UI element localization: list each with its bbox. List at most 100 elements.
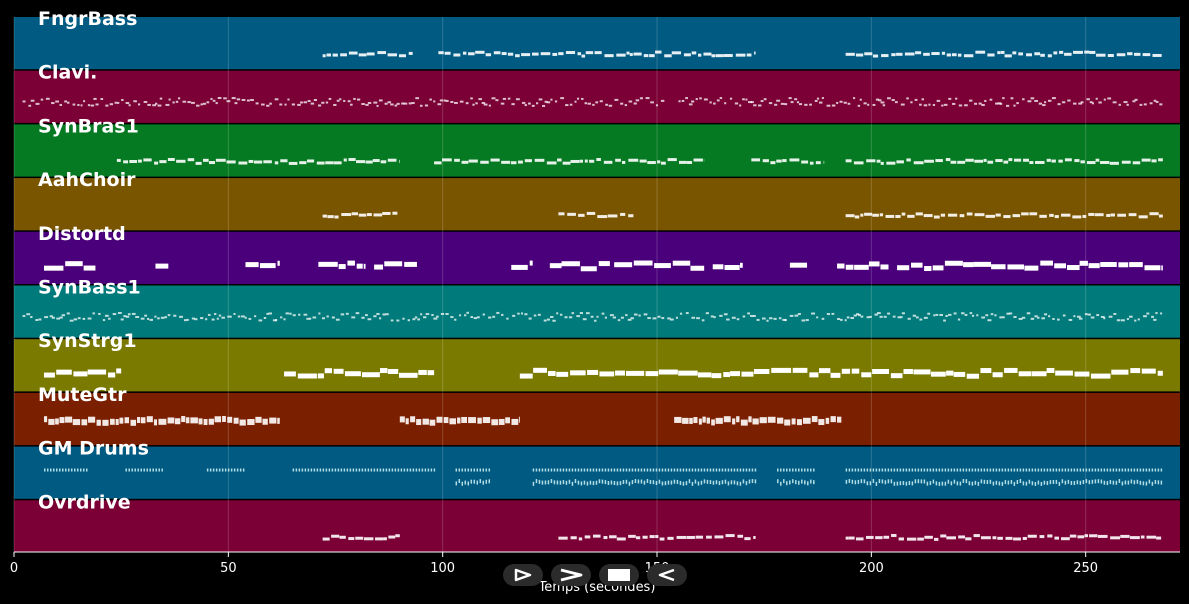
note-mark <box>594 51 602 55</box>
note-mark <box>1064 468 1067 472</box>
play-button[interactable] <box>503 564 543 586</box>
note-mark <box>1139 480 1142 485</box>
note-mark <box>664 54 672 58</box>
note-mark <box>667 480 670 485</box>
note-mark <box>711 419 715 426</box>
note-mark <box>44 372 55 378</box>
note-mark <box>322 468 325 472</box>
note-mark <box>164 316 168 319</box>
note-mark <box>437 103 442 106</box>
note-mark <box>1073 315 1076 318</box>
note-mark <box>941 51 946 55</box>
note-mark <box>715 468 718 472</box>
note-mark <box>248 317 252 320</box>
note-mark <box>112 313 117 316</box>
note-mark <box>491 97 496 100</box>
note-mark <box>749 314 754 317</box>
note-mark <box>1004 468 1007 472</box>
note-mark <box>198 418 203 425</box>
note-mark <box>224 468 227 472</box>
note-mark <box>562 161 571 165</box>
note-mark <box>253 160 263 164</box>
note-mark <box>556 468 559 472</box>
note-mark <box>1072 215 1082 219</box>
note-mark <box>167 157 175 161</box>
note-mark <box>518 160 523 164</box>
note-mark <box>388 468 391 472</box>
note-mark <box>947 468 950 472</box>
note-mark <box>633 102 637 105</box>
note-mark <box>568 316 573 319</box>
note-mark <box>899 316 903 319</box>
note-mark <box>517 312 520 315</box>
note-mark <box>300 101 303 104</box>
stop-button[interactable] <box>599 564 639 586</box>
note-mark <box>727 468 730 472</box>
note-mark <box>1030 317 1035 320</box>
note-mark <box>468 52 475 56</box>
note-mark <box>845 52 855 56</box>
note-mark <box>721 468 724 472</box>
note-mark <box>1034 99 1039 102</box>
note-mark <box>71 468 73 472</box>
note-mark <box>340 468 343 472</box>
track-lane <box>14 231 1180 284</box>
note-mark <box>831 104 836 107</box>
note-mark <box>1133 52 1141 56</box>
note-mark <box>912 314 917 317</box>
note-mark <box>592 103 595 106</box>
note-mark <box>628 158 639 162</box>
note-mark <box>361 103 365 106</box>
note-mark <box>637 479 640 484</box>
note-mark <box>840 318 843 321</box>
note-mark <box>736 481 739 486</box>
note-mark <box>258 319 263 322</box>
note-mark <box>697 53 702 57</box>
note-mark <box>986 480 989 485</box>
note-mark <box>932 468 935 472</box>
note-mark <box>905 481 908 486</box>
note-mark <box>825 417 830 424</box>
note-mark <box>891 99 895 102</box>
note-mark <box>511 161 517 165</box>
note-mark <box>325 101 329 104</box>
note-mark <box>397 468 400 472</box>
note-mark <box>210 97 213 100</box>
note-mark <box>570 159 580 163</box>
note-mark <box>887 468 890 472</box>
note-mark <box>914 468 917 472</box>
note-mark <box>343 158 347 162</box>
note-mark <box>348 537 355 541</box>
fast-forward-button[interactable] <box>551 564 591 586</box>
note-mark <box>152 468 154 472</box>
note-mark <box>1052 317 1055 320</box>
note-mark <box>379 468 382 472</box>
note-mark <box>174 418 181 425</box>
note-mark <box>678 370 698 376</box>
note-mark <box>565 480 568 485</box>
note-mark <box>748 101 752 104</box>
rewind-button[interactable] <box>647 564 687 586</box>
note-mark <box>1028 479 1031 484</box>
note-mark <box>533 367 547 373</box>
note-mark <box>804 468 806 472</box>
note-mark <box>927 312 931 315</box>
note-mark <box>245 262 259 268</box>
note-mark <box>209 468 212 472</box>
note-mark <box>682 481 685 486</box>
note-mark <box>814 99 818 102</box>
note-mark <box>1070 468 1073 472</box>
note-mark <box>1100 479 1103 484</box>
note-mark <box>161 468 163 472</box>
note-mark <box>83 265 96 271</box>
note-mark <box>387 101 392 104</box>
note-mark <box>595 480 598 485</box>
note-mark <box>208 161 216 165</box>
note-mark <box>999 102 1003 105</box>
note-mark <box>1079 468 1082 472</box>
note-mark <box>373 213 383 217</box>
note-mark <box>911 481 914 486</box>
note-mark <box>351 316 356 319</box>
note-mark <box>137 103 141 106</box>
note-mark <box>686 160 693 164</box>
